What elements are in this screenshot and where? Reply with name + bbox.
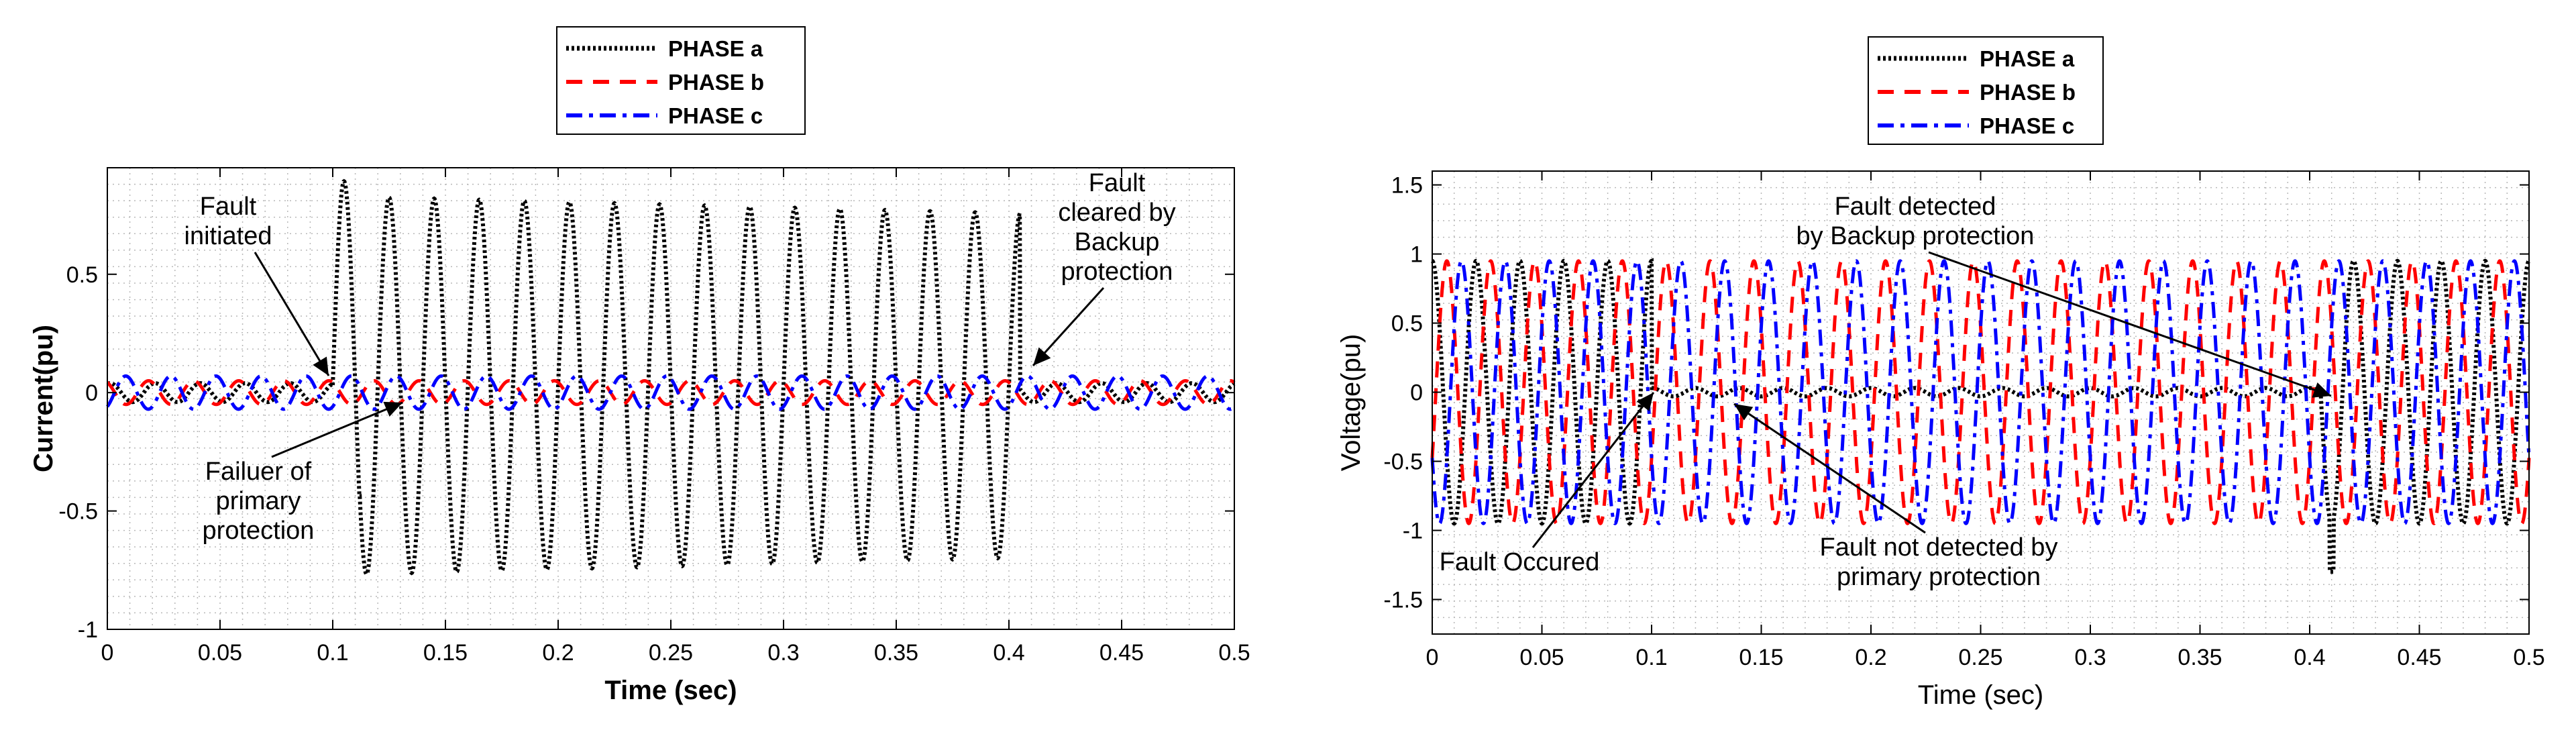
x-tick-label: 0.25 xyxy=(1958,645,2002,670)
annotation-text: Fault Occured xyxy=(1440,548,1600,576)
annotation-arrow-line xyxy=(1032,286,1105,367)
series-line-phase-c xyxy=(106,374,1236,411)
legend: PHASE a PHASE b PHASE c xyxy=(1868,36,2104,145)
legend: PHASE a PHASE b PHASE c xyxy=(556,26,806,135)
legend-label: PHASE a xyxy=(668,36,763,61)
series-line-phase-a xyxy=(107,178,1236,577)
x-tick-label: 0.2 xyxy=(1855,645,1886,670)
y-tick-label: -0.5 xyxy=(58,499,98,525)
annotation-arrow-head xyxy=(383,401,402,417)
annotation-text: primary xyxy=(216,487,301,515)
x-axis-label: Time (sec) xyxy=(1918,680,2043,710)
x-tick-label: 0 xyxy=(101,640,114,666)
x-tick-label: 0.15 xyxy=(423,640,468,666)
x-tick-label: 0.15 xyxy=(1739,645,1783,670)
chart-1: 0 0.05 0.1 0.15 0.2 0.25 0.3 0.35 0.4 0.45 0.5 0.5 0… xyxy=(29,26,1250,705)
y-tick-label: 0 xyxy=(85,380,98,406)
annotation-arrow-line xyxy=(1733,403,1926,534)
y-tick-label: 0.5 xyxy=(1391,311,1423,337)
x-tick-label: 0.35 xyxy=(874,640,918,666)
x-tick-label: 0.25 xyxy=(649,640,693,666)
y-tick-label: 0.5 xyxy=(66,262,98,288)
annotation-arrow-head xyxy=(1033,347,1051,366)
x-tick-label: 0.5 xyxy=(1218,640,1250,666)
x-tick-label: 0.4 xyxy=(993,640,1024,666)
x-axis-label: Time (sec) xyxy=(604,676,737,705)
annotation-text: by Backup protection xyxy=(1796,222,2035,250)
x-tick-label: 0.4 xyxy=(2294,645,2325,670)
legend-label: PHASE c xyxy=(668,103,763,128)
series-line-phase-b xyxy=(1430,259,2531,525)
legend-label: PHASE b xyxy=(668,70,764,95)
annotation-text: primary protection xyxy=(1837,563,2041,591)
annotation-text: initiated xyxy=(184,222,272,250)
x-tick-label: 0.2 xyxy=(542,640,574,666)
y-axis-label: Voltage(pu) xyxy=(1336,334,1366,472)
x-tick-label: 0.35 xyxy=(2178,645,2222,670)
annotation-text: Fault detected xyxy=(1835,193,1996,221)
x-tick-label: 0 xyxy=(1426,645,1439,670)
series-line-phase-c xyxy=(1430,259,2531,525)
annotation-arrow-line xyxy=(271,401,403,458)
annotation-arrow-line xyxy=(1928,251,2332,397)
chart-2: 0 0.05 0.1 0.15 0.2 0.25 0.3 0.35 0.4 0.45 0.5 1.5 1… xyxy=(1336,36,2545,710)
annotation-text: Fault xyxy=(1089,169,1146,197)
annotation-text: Fault not detected by xyxy=(1820,533,2058,562)
annotation-arrow-head xyxy=(313,356,329,376)
x-tick-label: 0.05 xyxy=(1519,645,1564,670)
annotation-arrow-head xyxy=(1636,393,1654,411)
annotation-text: Failuer of xyxy=(205,458,312,486)
x-tick-label: 0.1 xyxy=(1635,645,1667,670)
legend-label: PHASE a xyxy=(1980,46,2075,71)
annotation-text: protection xyxy=(1061,258,1173,286)
x-tick-label: 0.05 xyxy=(198,640,242,666)
y-tick-label: -1 xyxy=(1403,519,1423,544)
y-tick-label: -1 xyxy=(78,617,98,643)
annotation-arrow-head xyxy=(1734,404,1754,421)
y-tick-label: 0 xyxy=(1410,380,1423,406)
y-axis-label: Current(pu) xyxy=(29,325,58,472)
x-tick-label: 0.45 xyxy=(2397,645,2441,670)
annotation: Fault Occured xyxy=(1440,392,1655,576)
annotation-text: Backup xyxy=(1075,228,1160,256)
annotation-text: cleared by xyxy=(1058,199,1175,227)
x-tick-label: 0.3 xyxy=(2074,645,2106,670)
annotation-text: Fault xyxy=(200,193,257,221)
annotation-arrow-head xyxy=(2312,382,2331,398)
legend-label: PHASE b xyxy=(1980,80,2076,105)
y-tick-label: 1.5 xyxy=(1391,173,1423,199)
x-tick-label: 0.5 xyxy=(2513,645,2544,670)
annotation-arrow-line xyxy=(254,252,330,376)
annotation-arrow-line xyxy=(1532,392,1655,548)
legend-label: PHASE c xyxy=(1980,113,2074,138)
y-tick-label: 1 xyxy=(1410,242,1423,268)
y-tick-label: -0.5 xyxy=(1383,450,1423,475)
x-tick-label: 0.3 xyxy=(767,640,799,666)
x-tick-label: 0.45 xyxy=(1099,640,1144,666)
annotation-text: protection xyxy=(203,517,315,545)
y-tick-label: -1.5 xyxy=(1383,588,1423,613)
x-tick-label: 0.1 xyxy=(317,640,348,666)
